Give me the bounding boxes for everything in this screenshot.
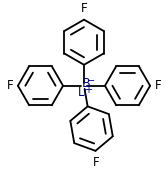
Text: F: F xyxy=(93,156,100,169)
Text: −: − xyxy=(87,76,95,86)
Text: B: B xyxy=(82,77,90,90)
Text: +: + xyxy=(85,85,93,95)
Text: Li: Li xyxy=(77,86,87,99)
Text: F: F xyxy=(81,2,87,15)
Text: F: F xyxy=(155,79,162,92)
Text: F: F xyxy=(6,79,13,92)
